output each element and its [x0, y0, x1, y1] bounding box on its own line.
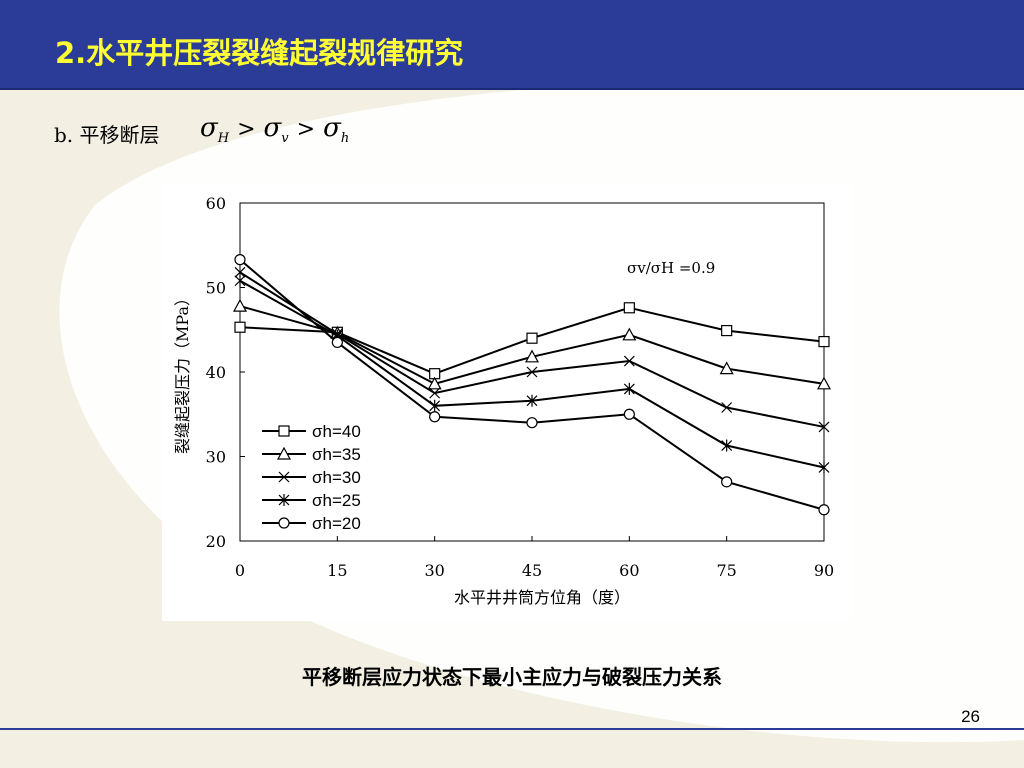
title-bar: 2.水平井压裂裂缝起裂规律研究 — [0, 0, 1024, 90]
data-point-s1-3 — [524, 349, 540, 363]
formula-sub-1: H — [217, 131, 230, 147]
x-axis-label: 水平井井筒方位角（度） — [454, 588, 630, 607]
data-point-s3-5 — [721, 439, 733, 452]
data-point-s4-2 — [429, 411, 441, 423]
data-point-s3-4 — [623, 382, 635, 395]
subtitle: b. 平移断层 — [54, 123, 160, 147]
bottom-divider — [0, 728, 1024, 730]
data-point-s3-6 — [818, 461, 830, 474]
legend-marker — [276, 446, 292, 460]
data-point-s1-4 — [622, 327, 637, 341]
legend-label: σh=25 — [312, 491, 361, 510]
x-tick-label: 0 — [235, 561, 245, 580]
data-point-s1-0 — [232, 298, 248, 312]
data-point-s4-4 — [623, 408, 635, 420]
legend-label: σh=35 — [312, 445, 361, 464]
y-tick-label: 30 — [206, 448, 226, 467]
data-point-s3-0 — [234, 274, 246, 287]
data-point-s2-5 — [721, 402, 733, 413]
formula-sub-3: h — [340, 131, 350, 147]
legend-label: σh=30 — [312, 468, 361, 487]
x-tick-label: 75 — [716, 561, 736, 580]
x-tick-label: 45 — [522, 561, 542, 580]
ratio-annotation: σv/σH =0.9 — [627, 259, 715, 277]
x-tick-label: 90 — [814, 561, 834, 580]
y-axis-label: 裂缝起裂压力（MPa） — [173, 290, 192, 454]
data-point-s0-6 — [818, 335, 830, 348]
x-tick-label: 30 — [424, 561, 444, 580]
data-point-s0-0 — [234, 321, 246, 333]
figure-caption: 平移断层应力状态下最小主应力与破裂压力关系 — [302, 665, 722, 689]
data-point-s1-5 — [719, 361, 734, 375]
data-point-s3-2 — [429, 399, 441, 412]
data-point-s0-5 — [721, 324, 733, 337]
legend-marker — [278, 517, 290, 529]
page-number: 26 — [961, 707, 980, 726]
y-tick-label: 20 — [206, 532, 226, 551]
data-point-s2-6 — [818, 421, 830, 433]
stress-relation-formula: σH > σv > σh — [200, 113, 350, 147]
data-point-s4-3 — [526, 417, 538, 429]
data-point-s1-2 — [427, 376, 442, 390]
data-point-s2-4 — [623, 355, 635, 367]
legend-marker — [278, 425, 290, 437]
fracture-pressure-chart: 20 30 40 50 60 0 15 30 45 60 75 90 水平井井筒方位角（度） 裂缝起裂压力… — [173, 194, 834, 607]
data-point-s2-3 — [526, 366, 538, 378]
data-point-s4-6 — [818, 504, 830, 516]
x-tick-label: 15 — [327, 561, 347, 580]
data-point-s4-5 — [721, 476, 733, 488]
data-point-s2-0 — [234, 266, 246, 278]
x-tick-label: 60 — [619, 561, 639, 580]
legend-marker — [278, 471, 290, 483]
data-point-s2-2 — [429, 387, 441, 399]
legend-label: σh=20 — [312, 514, 361, 533]
data-point-s4-0 — [234, 254, 246, 266]
legend-label: σh=40 — [312, 422, 361, 441]
formula-sub-2: v — [281, 131, 289, 147]
data-point-s0-3 — [526, 332, 538, 344]
y-tick-label: 50 — [206, 279, 226, 298]
y-tick-label: 40 — [206, 363, 226, 382]
data-point-s4-1 — [331, 336, 343, 349]
y-tick-label: 60 — [206, 194, 226, 213]
data-point-s1-6 — [816, 376, 832, 390]
data-point-s0-4 — [623, 302, 635, 314]
formula-gt-2: > — [296, 117, 316, 142]
legend-marker — [278, 494, 290, 506]
data-point-s3-3 — [526, 394, 538, 407]
slide-title: 2.水平井压裂裂缝起裂规律研究 — [55, 36, 464, 70]
chart-area: 20 30 40 50 60 0 15 30 45 60 75 90 水平井井筒方位角（度） 裂缝起裂压力… — [162, 183, 852, 621]
formula-gt-1: > — [237, 117, 256, 142]
